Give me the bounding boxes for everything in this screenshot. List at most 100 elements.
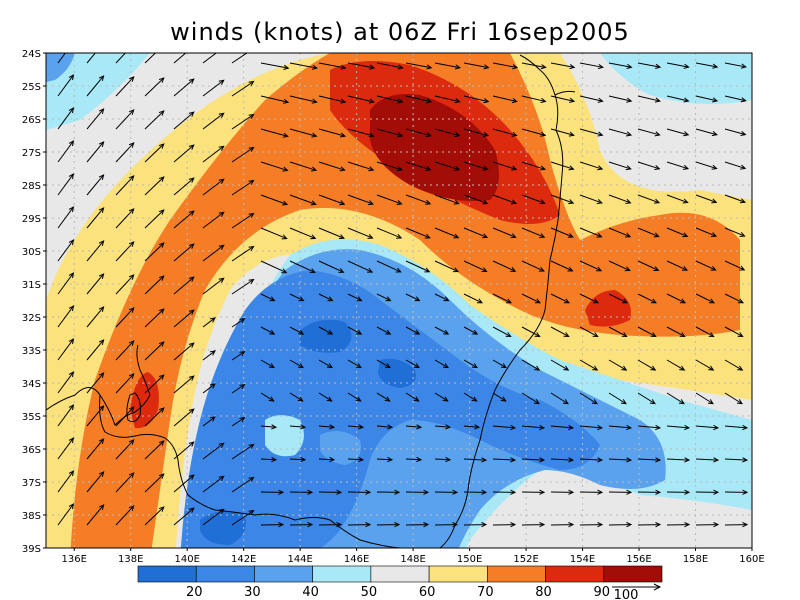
wind-arrow bbox=[405, 260, 431, 273]
wind-arrow bbox=[637, 194, 661, 204]
wind-arrow bbox=[666, 457, 691, 463]
wind-arrow bbox=[202, 244, 225, 262]
wind-arrow bbox=[86, 339, 105, 361]
wind-arrow bbox=[579, 194, 603, 204]
wind-arrow bbox=[231, 245, 255, 262]
wind-arrow bbox=[608, 260, 631, 272]
wind-arrow bbox=[289, 128, 318, 138]
wind-arrow bbox=[463, 95, 490, 104]
colorbar-label: 90 bbox=[594, 585, 611, 600]
y-tick-label: 27S bbox=[22, 148, 41, 159]
colorbar-swatch bbox=[195, 565, 255, 583]
wind-arrow bbox=[318, 260, 345, 273]
wind-arrow bbox=[405, 227, 431, 239]
wind-arrow bbox=[579, 489, 604, 495]
wind-arrow bbox=[637, 227, 660, 238]
wind-arrow bbox=[405, 95, 433, 104]
wind-arrow bbox=[405, 359, 420, 369]
wind-arrow bbox=[347, 522, 372, 528]
wind-arrow bbox=[376, 128, 404, 138]
wind-arrow bbox=[318, 489, 343, 495]
wind-arrow bbox=[57, 140, 75, 163]
wind-arrow bbox=[492, 522, 517, 528]
wind-arrow bbox=[434, 456, 452, 463]
wind-arrow bbox=[695, 161, 718, 170]
wind-arrow bbox=[289, 62, 318, 70]
colorbar-swatch bbox=[428, 565, 488, 583]
wind-arrow bbox=[260, 194, 289, 206]
wind-arrow bbox=[86, 273, 105, 295]
wind-arrow bbox=[260, 489, 285, 495]
wind-arrow bbox=[347, 359, 362, 369]
wind-arrow bbox=[57, 206, 75, 229]
wind-arrow bbox=[492, 359, 507, 369]
y-tick-label: 26S bbox=[22, 115, 41, 126]
wind-arrow bbox=[579, 95, 604, 103]
x-tick-label: 152E bbox=[513, 554, 538, 565]
wind-arrow bbox=[724, 128, 747, 137]
y-tick-label: 35S bbox=[22, 412, 41, 423]
colorbar: 20 30 40 50 60 70 80 90 100 bbox=[137, 565, 663, 600]
wind-arrow bbox=[376, 326, 392, 335]
wind-arrow bbox=[695, 326, 715, 337]
wind-arrow bbox=[318, 161, 346, 172]
wind-arrow bbox=[492, 293, 512, 304]
wind-arrow bbox=[231, 317, 246, 328]
wind-arrow bbox=[57, 338, 75, 361]
wind-arrow bbox=[376, 424, 394, 430]
wind-arrow bbox=[86, 372, 105, 394]
y-tick-label: 30S bbox=[22, 247, 41, 258]
wind-arrow bbox=[376, 293, 392, 302]
wind-arrow bbox=[115, 340, 135, 361]
wind-arrow bbox=[666, 489, 691, 495]
wind-arrow bbox=[347, 62, 376, 70]
wind-arrow bbox=[231, 416, 246, 427]
wind-arrow bbox=[289, 522, 314, 528]
wind-arrow bbox=[231, 476, 255, 493]
wind-arrow bbox=[144, 440, 165, 460]
wind-arrow bbox=[318, 424, 336, 430]
wind-arrow bbox=[463, 522, 488, 528]
wind-arrow bbox=[260, 359, 275, 369]
y-tick-label: 37S bbox=[22, 478, 41, 489]
wind-arrow bbox=[637, 161, 661, 171]
wind-arrow bbox=[434, 260, 460, 273]
wind-arrow bbox=[608, 522, 633, 528]
wind-arrow bbox=[608, 489, 633, 495]
wind-arrow bbox=[492, 194, 518, 205]
wind-arrow bbox=[260, 456, 278, 463]
wind-arrow bbox=[260, 95, 290, 104]
wind-arrow bbox=[579, 62, 604, 70]
wind-arrow bbox=[347, 326, 363, 335]
wind-arrow bbox=[144, 473, 165, 493]
wind-arrow bbox=[202, 112, 225, 130]
shade-20-30-patch-3 bbox=[200, 511, 246, 545]
wind-arrow bbox=[376, 95, 404, 104]
y-tick-label: 31S bbox=[22, 280, 41, 291]
wind-arrow bbox=[347, 227, 374, 239]
wind-arrow bbox=[695, 128, 718, 137]
wind-arrow bbox=[405, 456, 423, 463]
wind-arrow bbox=[608, 293, 628, 304]
colorbar-swatch bbox=[312, 565, 372, 583]
wind-arrow bbox=[144, 176, 165, 196]
wind-arrow bbox=[318, 227, 345, 240]
plot-frame bbox=[45, 52, 753, 549]
shade-90-100-core bbox=[370, 94, 499, 201]
wind-arrow bbox=[173, 210, 195, 229]
wind-arrow bbox=[289, 489, 314, 495]
wind-arrow bbox=[231, 443, 255, 460]
wind-arrow bbox=[608, 128, 633, 137]
wind-arrow bbox=[318, 392, 333, 402]
wind-arrow bbox=[695, 392, 714, 405]
wind-arrow bbox=[463, 392, 478, 402]
wind-arrow bbox=[463, 359, 478, 369]
wind-arrow bbox=[579, 392, 598, 405]
wind-arrow bbox=[86, 405, 105, 427]
wind-arrow bbox=[144, 77, 165, 97]
wind-arrow bbox=[463, 293, 483, 304]
wind-arrow bbox=[318, 522, 343, 528]
wind-arrow bbox=[289, 194, 317, 206]
wind-arrow bbox=[579, 128, 604, 137]
wind-arrow bbox=[666, 227, 689, 238]
